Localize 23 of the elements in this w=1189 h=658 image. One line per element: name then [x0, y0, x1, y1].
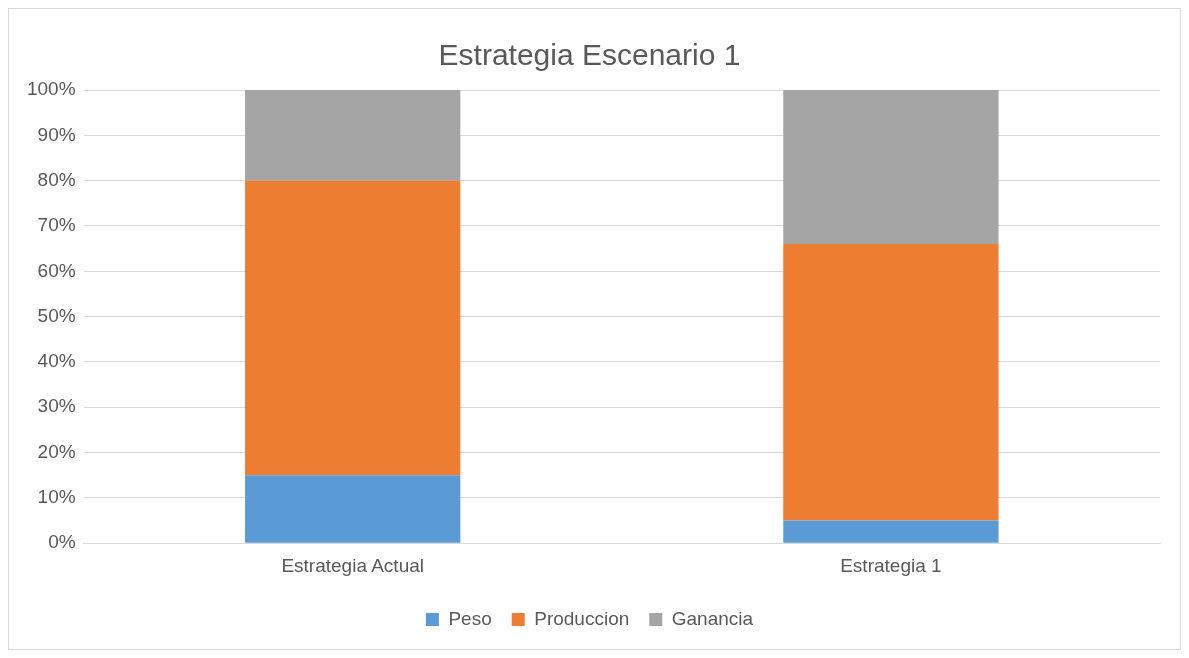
legend-label: Ganancia	[671, 607, 754, 629]
bar	[783, 244, 999, 521]
y-tick-label: 10%	[37, 486, 76, 508]
y-tick-label: 90%	[37, 123, 76, 145]
chart-title: Estrategia Escenario 1	[438, 38, 741, 72]
bar	[783, 90, 999, 245]
bar	[245, 180, 461, 476]
y-tick-label: 80%	[37, 168, 76, 190]
bar	[245, 475, 461, 543]
y-tick-label: 100%	[26, 78, 76, 100]
y-tick-label: 70%	[37, 214, 76, 236]
y-tick-label: 50%	[37, 304, 76, 326]
x-tick-label: Estrategia 1	[840, 554, 942, 576]
y-tick-label: 60%	[37, 259, 76, 281]
bar	[245, 90, 461, 181]
bar	[783, 520, 999, 543]
y-tick-label: 0%	[48, 531, 76, 553]
y-tick-label: 30%	[37, 395, 76, 417]
y-tick-label: 20%	[37, 440, 76, 462]
legend-label: Peso	[448, 607, 492, 629]
legend-label: Produccion	[534, 607, 630, 629]
x-tick-label: Estrategia Actual	[281, 554, 424, 576]
y-tick-label: 40%	[37, 350, 76, 372]
